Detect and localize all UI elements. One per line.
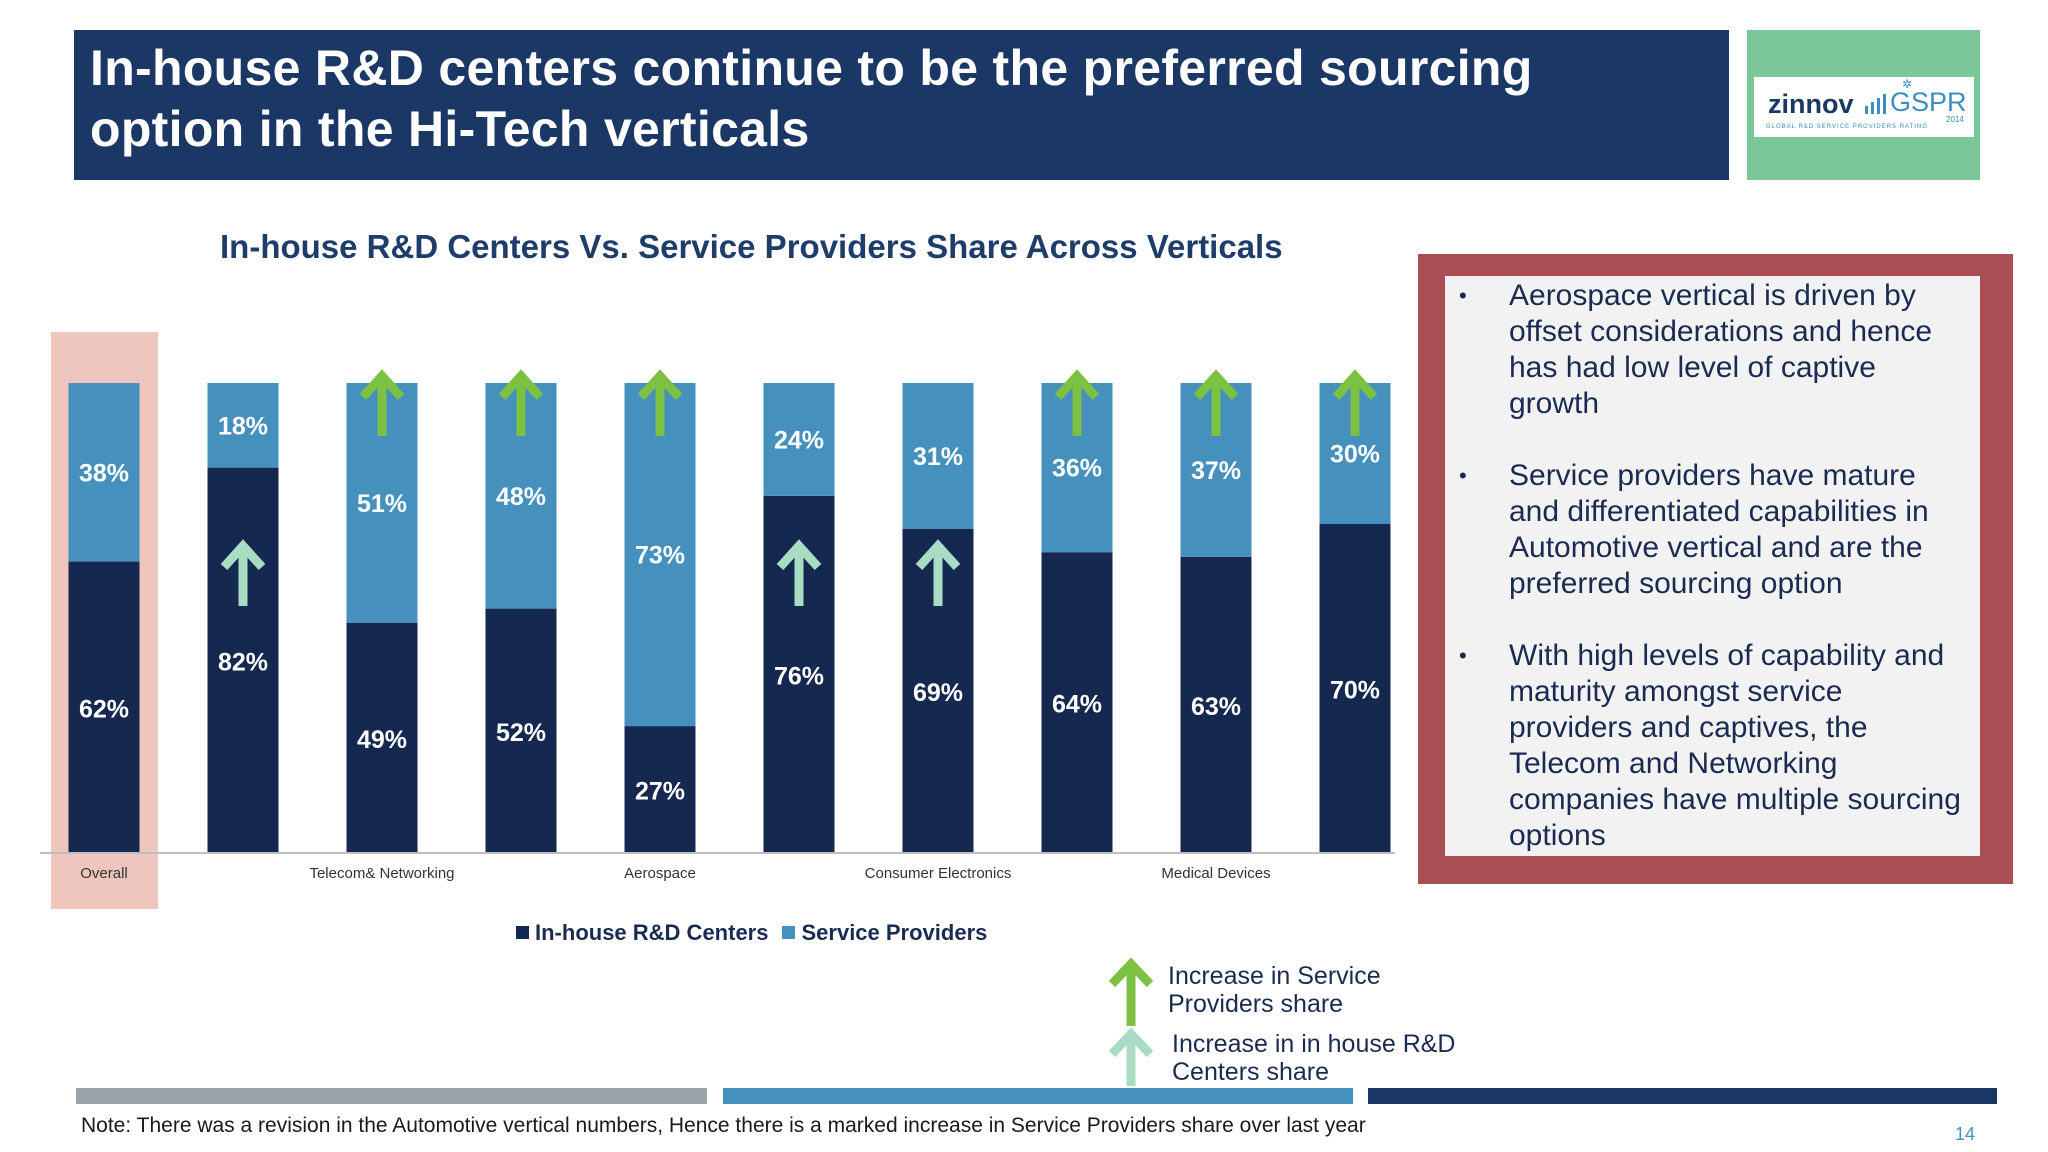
key-service-up-arrow-icon [1108, 958, 1154, 1026]
bullet-icon: • [1459, 643, 1467, 668]
page-title-line-1: In-house R&D centers continue to be the … [90, 40, 1533, 96]
data-label-service: 36% [1052, 455, 1102, 483]
logo-panel: zinnov ✲ GSPR 2014 GLOBAL R&D SERVICE PR… [1747, 30, 1980, 180]
insight-item: • Service providers have mature and diff… [1459, 458, 1964, 602]
bar-service-providers [207, 383, 279, 468]
service-increase-arrow-icon [359, 369, 405, 436]
service-increase-arrow-icon [637, 369, 683, 436]
legend-label-service: Service Providers [801, 920, 988, 945]
stacked-bar-chart: 62% 38% 82% 18% 49% 51% 52% 48% 27% 73% 76% 24% 69% 3… [40, 369, 1395, 882]
key-in-house-label-line-1: Increase in in house R&D [1172, 1030, 1456, 1058]
footnote: Note: There was a revision in the Automo… [81, 1114, 1366, 1137]
insights-panel: • Aerospace vertical is driven by offset… [1418, 254, 2013, 884]
service-increase-arrow-icon [1332, 369, 1378, 436]
service-increase-arrow-icon [1054, 369, 1100, 436]
logo-year-text: 2014 [1946, 115, 1964, 124]
data-label-service: 24% [774, 426, 824, 454]
data-label-in-house: 27% [635, 778, 685, 806]
zinnov-gspr-logo: zinnov ✲ GSPR 2014 GLOBAL R&D SERVICE PR… [1754, 77, 1974, 137]
x-tick-label: Overall [80, 865, 128, 882]
footer-bar-grey [76, 1088, 707, 1104]
bar-service-providers [763, 383, 835, 496]
key-in-house-label: Increase in in house R&D Centers share [1172, 1030, 1455, 1086]
data-label-service: 37% [1191, 457, 1241, 485]
key-in-house-up-arrow-icon [1108, 1028, 1154, 1086]
data-label-in-house: 70% [1330, 677, 1380, 705]
page-number: 14 [1955, 1124, 1976, 1144]
logo-brand-text: zinnov [1768, 89, 1854, 119]
legend-item-in-house: In-house R&D Centers [516, 920, 768, 946]
data-label-service: 18% [218, 412, 268, 440]
logo-bars-icon [1865, 94, 1886, 114]
in-house-increase-arrow-icon [776, 539, 822, 606]
legend-label-in-house: In-house R&D Centers [535, 920, 769, 945]
data-label-service: 38% [79, 459, 129, 487]
in-house-increase-arrow-icon [915, 539, 961, 606]
insight-item: • Aerospace vertical is driven by offset… [1459, 278, 1964, 422]
bar-in-house [1180, 556, 1252, 853]
bar-in-house [68, 561, 140, 853]
insight-text: Aerospace vertical is driven by offset c… [1509, 279, 1933, 420]
logo-star-icon: ✲ [1902, 77, 1913, 91]
data-label-in-house: 49% [357, 726, 407, 754]
chart-title: In-house R&D Centers Vs. Service Provide… [220, 228, 1283, 265]
insights-list: • Aerospace vertical is driven by offset… [1445, 276, 1980, 856]
insight-text: With high levels of capability and matur… [1509, 639, 1961, 852]
x-tick-label: Medical Devices [1161, 865, 1270, 882]
data-label-in-house: 69% [913, 679, 963, 707]
footer-bar-blue [723, 1088, 1353, 1104]
data-label-service: 73% [635, 542, 685, 570]
key-service-label: Increase in Service Providers share [1168, 962, 1381, 1018]
service-increase-arrow-icon [1193, 369, 1239, 436]
bar-in-house [485, 608, 557, 853]
legend-item-service: Service Providers [782, 920, 987, 946]
data-label-in-house: 63% [1191, 693, 1241, 721]
key-service-label-line-2: Providers share [1168, 990, 1344, 1018]
bar-in-house [346, 622, 418, 853]
data-label-service: 51% [357, 490, 407, 518]
bar-service-providers [902, 383, 974, 529]
insight-item: • With high levels of capability and mat… [1459, 638, 1964, 854]
insight-text: Service providers have mature and differ… [1509, 459, 1929, 600]
x-tick-label: Aerospace [624, 865, 696, 882]
key-in-house-label-line-2: Centers share [1172, 1058, 1330, 1086]
bar-in-house [1319, 524, 1391, 853]
data-label-service: 48% [496, 483, 546, 511]
bar-in-house [1041, 552, 1113, 853]
service-increase-arrow-icon [498, 369, 544, 436]
title-banner: In-house R&D centers continue to be the … [74, 30, 1729, 180]
data-label-service: 31% [913, 443, 963, 471]
data-label-in-house: 62% [79, 695, 129, 723]
legend-swatch-in-house [516, 926, 529, 939]
x-tick-label: Telecom& Networking [309, 865, 454, 882]
data-label-in-house: 52% [496, 719, 546, 747]
bar-in-house [207, 467, 279, 853]
chart-legend: In-house R&D Centers Service Providers [516, 920, 1001, 946]
data-label-service: 30% [1330, 441, 1380, 469]
legend-swatch-service [782, 926, 796, 939]
data-label-in-house: 76% [774, 662, 824, 690]
logo-tagline: GLOBAL R&D SERVICE PROVIDERS RATING [1766, 124, 1928, 130]
x-tick-label: Consumer Electronics [865, 865, 1012, 882]
data-label-in-house: 82% [218, 648, 268, 676]
bar-service-providers [624, 383, 696, 727]
key-service-label-line-1: Increase in Service [1168, 962, 1381, 990]
footer-bar-navy [1368, 1088, 1997, 1104]
logo-product-text: GSPR [1890, 87, 1967, 117]
bar-in-house [624, 726, 696, 853]
page-title-line-2: option in the Hi-Tech verticals [90, 101, 810, 157]
in-house-increase-arrow-icon [220, 539, 266, 606]
bullet-icon: • [1459, 283, 1467, 308]
bullet-icon: • [1459, 463, 1467, 488]
bar-service-providers [68, 383, 140, 562]
data-label-in-house: 64% [1052, 691, 1102, 719]
